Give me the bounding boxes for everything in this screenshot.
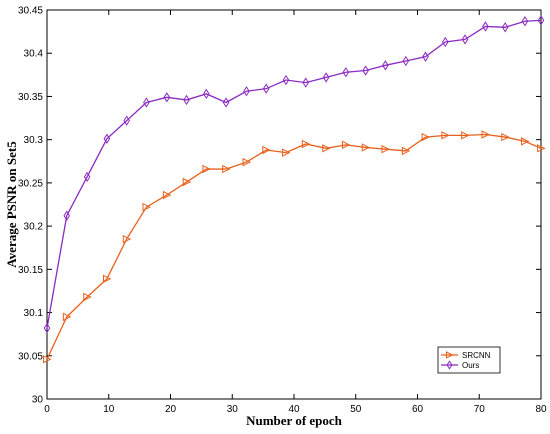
data-point bbox=[143, 97, 150, 108]
series-srcnn bbox=[43, 130, 546, 364]
y-tick-label: 30.05 bbox=[18, 351, 43, 362]
data-point bbox=[302, 77, 310, 88]
data-point bbox=[362, 65, 369, 76]
data-point bbox=[537, 15, 545, 26]
y-tick-label: 30.25 bbox=[18, 178, 43, 189]
data-point bbox=[123, 115, 130, 126]
data-point bbox=[422, 51, 429, 62]
x-tick-label: 0 bbox=[44, 404, 50, 415]
data-point bbox=[203, 88, 210, 100]
data-point bbox=[461, 34, 469, 45]
legend-entry-srcnn: SRCNN bbox=[441, 351, 491, 360]
legend-label-ours: Ours bbox=[462, 361, 479, 370]
legend: SRCNN Ours bbox=[437, 346, 501, 374]
data-point bbox=[122, 234, 132, 244]
series-layer bbox=[43, 15, 546, 364]
data-point bbox=[382, 60, 389, 71]
data-point bbox=[63, 210, 71, 221]
data-point bbox=[262, 83, 270, 94]
data-point bbox=[322, 144, 331, 153]
x-tick-label: 20 bbox=[165, 404, 177, 415]
data-point bbox=[43, 355, 52, 364]
data-point bbox=[182, 177, 192, 187]
legend-marker-srcnn bbox=[446, 351, 454, 359]
data-point bbox=[102, 274, 112, 284]
y-tick-label: 30.1 bbox=[24, 308, 44, 319]
series-line-ours bbox=[46, 19, 542, 329]
data-point bbox=[242, 157, 251, 167]
data-point bbox=[282, 74, 290, 86]
data-point bbox=[441, 36, 449, 48]
y-tick-label: 30.35 bbox=[18, 92, 43, 103]
x-tick-label: 50 bbox=[350, 404, 362, 415]
data-point bbox=[501, 132, 510, 142]
x-tick-label: 30 bbox=[227, 404, 239, 415]
data-point bbox=[482, 21, 489, 32]
x-tick-label: 70 bbox=[474, 404, 486, 415]
legend-marker-ours bbox=[446, 360, 453, 370]
data-point bbox=[342, 67, 350, 78]
data-point bbox=[402, 55, 410, 67]
series-ours bbox=[43, 15, 545, 334]
data-point bbox=[162, 190, 172, 200]
y-tick-label: 30.15 bbox=[18, 265, 43, 276]
data-point bbox=[481, 130, 490, 139]
data-point bbox=[83, 171, 91, 183]
data-point bbox=[222, 97, 230, 108]
y-tick-label: 30.4 bbox=[24, 49, 44, 60]
data-point bbox=[441, 131, 450, 140]
data-point bbox=[521, 16, 529, 27]
data-point bbox=[361, 143, 371, 152]
data-point bbox=[222, 164, 231, 174]
legend-label-srcnn: SRCNN bbox=[462, 351, 491, 360]
x-tick-label: 40 bbox=[288, 404, 300, 415]
data-point bbox=[381, 144, 390, 154]
legend-box bbox=[437, 346, 501, 374]
data-point bbox=[62, 312, 72, 322]
x-tick-label: 10 bbox=[103, 404, 115, 415]
x-tick-label: 80 bbox=[535, 404, 547, 415]
x-axis-ticks: 0 10 20 30 40 50 60 70 80 bbox=[44, 10, 547, 415]
plot-area bbox=[46, 9, 542, 400]
data-point bbox=[202, 164, 211, 174]
data-point bbox=[301, 139, 311, 149]
data-point bbox=[142, 202, 151, 212]
data-point bbox=[282, 148, 291, 157]
y-tick-label: 30 bbox=[32, 395, 44, 406]
y-tick-label: 30.3 bbox=[24, 135, 44, 146]
data-point bbox=[103, 133, 111, 144]
data-point bbox=[501, 22, 509, 33]
y-axis-label: Average PSNR on Set5 bbox=[4, 141, 19, 268]
data-point bbox=[83, 292, 92, 302]
y-tick-label: 30.45 bbox=[18, 6, 43, 17]
data-point bbox=[461, 131, 470, 140]
data-point bbox=[163, 92, 171, 103]
data-point bbox=[43, 322, 51, 334]
data-point bbox=[421, 132, 431, 142]
data-point bbox=[521, 137, 530, 146]
x-tick-label: 60 bbox=[412, 404, 424, 415]
data-point bbox=[537, 144, 546, 153]
y-tick-label: 30.2 bbox=[24, 222, 44, 233]
data-point bbox=[401, 146, 411, 156]
data-point bbox=[243, 86, 250, 97]
data-point bbox=[262, 145, 271, 155]
y-axis-ticks: 30 30.05 30.1 30.15 30.2 30.25 30.3 30.35 30.4 30… bbox=[18, 6, 541, 406]
x-axis-label: Number of epoch bbox=[246, 413, 343, 428]
data-point bbox=[322, 72, 330, 83]
legend-entry-ours: Ours bbox=[441, 360, 479, 370]
data-point bbox=[341, 140, 351, 150]
data-point bbox=[183, 94, 190, 106]
